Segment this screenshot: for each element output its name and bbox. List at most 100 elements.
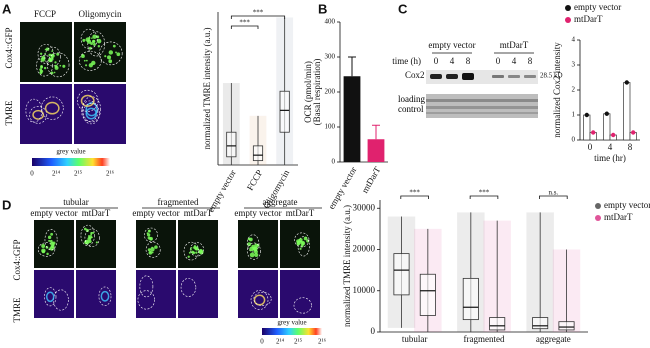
y-axis-label: normalized Cox2 intensity [552,42,562,138]
time: 4 [512,56,517,66]
colorbar-tick: 2¹⁶ [106,170,115,178]
signal [80,94,95,107]
strain: mtDarT [286,208,315,218]
mito [150,247,155,252]
x-axis-label: time (hr) [594,153,626,163]
mean-point [624,80,629,85]
mito [194,246,199,251]
size-marker: 28.5 kD [540,72,563,80]
mito [88,46,92,50]
colorbar-tick: 2¹⁵ [74,170,83,178]
colorbar-tick: 2¹⁴ [52,170,61,178]
mito [88,235,93,239]
mito [51,244,55,249]
colorbar-tick: 2¹⁶ [318,338,327,346]
y-tick-label: 10000 [353,285,376,295]
legend-swatch [595,203,601,209]
mito [85,64,88,67]
panel-label: B [318,1,327,16]
mito [254,252,259,257]
mito [97,45,101,48]
mito [112,44,116,48]
cell-outline [82,96,101,123]
bar [367,139,385,162]
mean-point [584,112,589,118]
cell-outline [36,54,53,77]
cell-outline [137,290,155,310]
strain: mtDarT [184,208,213,218]
strain: mtDarT [82,208,111,218]
cell-outline [29,106,48,124]
mito [52,241,56,245]
y-tick-label: 0 [371,326,376,336]
legend-swatch [565,5,571,11]
condition: tubular [63,197,89,207]
box [279,90,290,133]
cell-outline [145,241,161,258]
mito [49,239,53,243]
signal [85,107,97,120]
tmre-image [238,270,278,318]
mito [106,55,112,60]
y-tick-label: 100 [325,123,336,131]
x-tick-label: FCCP [245,168,265,192]
cell-outline [250,290,269,310]
cell-outline [294,232,310,248]
box [419,273,436,316]
mito [41,248,46,253]
y-tick-label: 4 [572,36,576,44]
cell-outline [293,297,312,314]
band [524,75,536,78]
mito [104,55,107,58]
mito [43,66,47,70]
blot-group: empty vector [428,40,475,50]
mito [85,59,88,62]
band [426,106,538,109]
cell-outline [80,28,98,50]
colorbar-title: grey value [277,319,306,327]
box [462,277,479,321]
tmre-image [280,270,320,318]
strain: empty vector [132,208,179,218]
cell-outline [25,98,43,123]
x-tick-label: 8 [628,142,633,152]
panel-label: A [2,1,12,16]
bar [623,82,631,141]
mito [249,252,255,258]
mito [92,231,95,234]
cell-outline [98,286,112,306]
mean-point [631,130,636,135]
mito [154,245,158,249]
band [492,75,504,78]
mito [95,241,98,244]
panel-label: C [398,1,408,16]
row-label: TMRE [4,100,14,126]
mito [88,36,91,39]
error-bar [372,124,380,140]
cell-outline [297,236,310,257]
x-tick-label: 4 [608,142,613,152]
mito [83,227,87,231]
x-tick-label: fragmented [464,334,505,344]
cell-outline [47,52,70,78]
bar [583,114,591,141]
y-tick-label: 1 [572,111,576,119]
mito [50,232,54,236]
mito [296,240,301,245]
colorbar-tick: 2¹⁵ [294,338,303,346]
tmre-image [34,270,74,318]
mito [48,239,51,242]
mito [187,255,190,258]
y-axis-label: (Basal respiration) [312,59,322,126]
column-label: FCCP [34,9,56,19]
cell-outline [37,242,56,257]
significance-bracket [230,25,259,29]
mito [53,71,56,74]
mito [39,52,43,55]
legend-label: mtDarT [604,212,633,222]
signal [85,102,98,117]
x-tick-label: 0 [588,142,593,152]
bar [603,113,611,141]
band [426,99,538,102]
mito [54,64,58,68]
